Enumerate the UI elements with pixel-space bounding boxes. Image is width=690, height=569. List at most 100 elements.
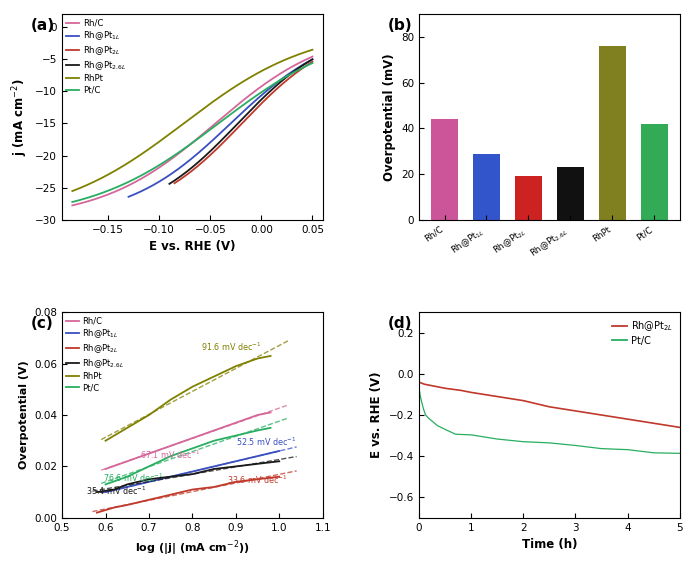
Rh@Pt$_{2.6L}$ <box>286 71 294 78</box>
Bar <box>473 154 500 220</box>
Bar <box>515 176 542 220</box>
Rh@Pt$_{2L}$ <box>545 403 553 410</box>
Rh@Pt$_{2L}$ <box>420 381 428 387</box>
Legend: Rh/C, Rh@Pt$_{1L}$, Rh@Pt$_{2L}$, Rh@Pt$_{2.6L}$, RhPt, Pt/C: Rh/C, Rh@Pt$_{1L}$, Rh@Pt$_{2L}$, Rh@Pt$… <box>65 17 128 96</box>
RhPt <box>266 353 275 360</box>
Rh@Pt$_{1L}$ <box>308 56 317 63</box>
Y-axis label: Overpotential (V): Overpotential (V) <box>19 361 29 469</box>
Pt/C <box>101 481 110 488</box>
Rh/C <box>210 121 219 127</box>
Rh@Pt$_{2.6L}$ <box>165 180 173 187</box>
Pt/C <box>210 123 219 130</box>
RhPt <box>286 55 294 61</box>
Pt/C <box>433 422 442 429</box>
Line: Pt/C: Pt/C <box>419 388 680 453</box>
RhPt <box>188 384 197 390</box>
Pt/C <box>417 399 426 406</box>
Pt/C <box>467 431 475 438</box>
Rh@Pt$_{2L}$ <box>166 491 175 498</box>
Pt/C <box>424 415 433 422</box>
Rh@Pt$_{1L}$ <box>123 484 131 490</box>
X-axis label: Time (h): Time (h) <box>522 538 577 551</box>
Pt/C <box>210 438 218 444</box>
RhPt <box>232 363 240 370</box>
Pt/C <box>69 199 77 205</box>
Rh@Pt$_{2L}$ <box>210 484 218 490</box>
Rh/C <box>166 443 175 450</box>
Rh@Pt$_{2L}$ <box>598 411 606 418</box>
Pt/C <box>451 431 460 438</box>
Bar <box>557 167 584 220</box>
Rh@Pt$_{1L}$ <box>275 448 284 455</box>
Rh/C <box>68 202 77 209</box>
X-axis label: log (|j| (mA cm$^{-2}$)): log (|j| (mA cm$^{-2}$)) <box>135 538 250 558</box>
RhPt <box>145 411 153 418</box>
Line: Rh@Pt$_{2L}$: Rh@Pt$_{2L}$ <box>419 382 680 427</box>
Rh@Pt$_{2.6L}$ <box>253 460 262 467</box>
Rh/C <box>101 465 110 472</box>
Rh@Pt$_{1L}$ <box>291 66 299 73</box>
Rh@Pt$_{2.6L}$ <box>145 476 153 483</box>
Text: (b): (b) <box>388 18 413 34</box>
Text: 35.4 mV dec$^{-1}$: 35.4 mV dec$^{-1}$ <box>86 484 146 497</box>
Rh/C <box>210 427 218 434</box>
Text: (d): (d) <box>388 316 413 331</box>
Pt/C <box>571 442 580 449</box>
Line: Rh/C: Rh/C <box>106 413 270 469</box>
Rh@Pt$_{2L}$ <box>170 180 179 187</box>
Rh@Pt$_{2.6L}$ <box>250 104 258 110</box>
Pt/C <box>676 450 684 457</box>
Rh@Pt$_{1L}$ <box>279 74 288 81</box>
Pt/C <box>145 463 153 470</box>
Line: Rh/C: Rh/C <box>72 56 313 205</box>
Rh@Pt$_{2L}$ <box>145 496 153 503</box>
Pt/C <box>232 432 240 439</box>
Rh@Pt$_{2L}$ <box>232 479 240 485</box>
Rh@Pt$_{2L}$ <box>295 67 304 74</box>
Rh/C <box>286 64 294 71</box>
Pt/C <box>211 122 219 129</box>
RhPt <box>215 94 224 101</box>
Rh@Pt$_{2L}$ <box>493 393 502 400</box>
Rh@Pt$_{2L}$ <box>457 387 465 394</box>
Text: 33.6 mV dec$^{-1}$: 33.6 mV dec$^{-1}$ <box>227 474 288 486</box>
Rh@Pt$_{2L}$ <box>417 380 426 386</box>
Rh@Pt$_{2.6L}$ <box>308 56 317 63</box>
RhPt <box>166 396 175 403</box>
Rh@Pt$_{2.6L}$ <box>110 486 119 493</box>
Rh@Pt$_{2.6L}$ <box>166 180 174 187</box>
Rh@Pt$_{2L}$ <box>425 382 433 389</box>
RhPt <box>210 373 218 380</box>
Text: 67.1 mV dec$^{-1}$: 67.1 mV dec$^{-1}$ <box>140 448 201 461</box>
Text: (a): (a) <box>31 18 55 34</box>
Rh@Pt$_{2L}$ <box>441 385 449 391</box>
Line: Rh@Pt$_{2L}$: Rh@Pt$_{2L}$ <box>97 477 279 513</box>
Pt/C <box>308 60 317 67</box>
Rh@Pt$_{2L}$ <box>519 397 527 404</box>
Legend: Rh@Pt$_{2L}$, Pt/C: Rh@Pt$_{2L}$, Pt/C <box>610 317 675 348</box>
Rh/C <box>145 450 153 457</box>
RhPt <box>69 187 77 194</box>
Pt/C <box>123 473 131 480</box>
Rh@Pt$_{2L}$ <box>252 105 260 112</box>
Line: Rh@Pt$_{1L}$: Rh@Pt$_{1L}$ <box>106 451 279 492</box>
Rh@Pt$_{1L}$ <box>145 479 153 485</box>
Pt/C <box>188 445 197 452</box>
Rh/C <box>308 53 317 60</box>
X-axis label: E vs. RHE (V): E vs. RHE (V) <box>149 240 235 253</box>
Rh@Pt$_{2L}$ <box>110 504 119 511</box>
Y-axis label: E vs. RHE (V): E vs. RHE (V) <box>371 372 384 458</box>
Rh@Pt$_{2L}$ <box>171 179 179 186</box>
Rh@Pt$_{2.6L}$ <box>166 473 175 480</box>
Pt/C <box>416 392 424 399</box>
Rh/C <box>69 202 77 209</box>
Rh@Pt$_{2L}$ <box>649 420 658 427</box>
Rh@Pt$_{1L}$ <box>233 114 242 121</box>
RhPt <box>210 97 219 104</box>
Rh/C <box>211 120 219 127</box>
Rh@Pt$_{1L}$ <box>166 473 175 480</box>
Rh@Pt$_{2L}$ <box>623 416 631 423</box>
Pt/C <box>441 426 449 433</box>
Pt/C <box>415 385 423 391</box>
Pt/C <box>519 438 527 445</box>
